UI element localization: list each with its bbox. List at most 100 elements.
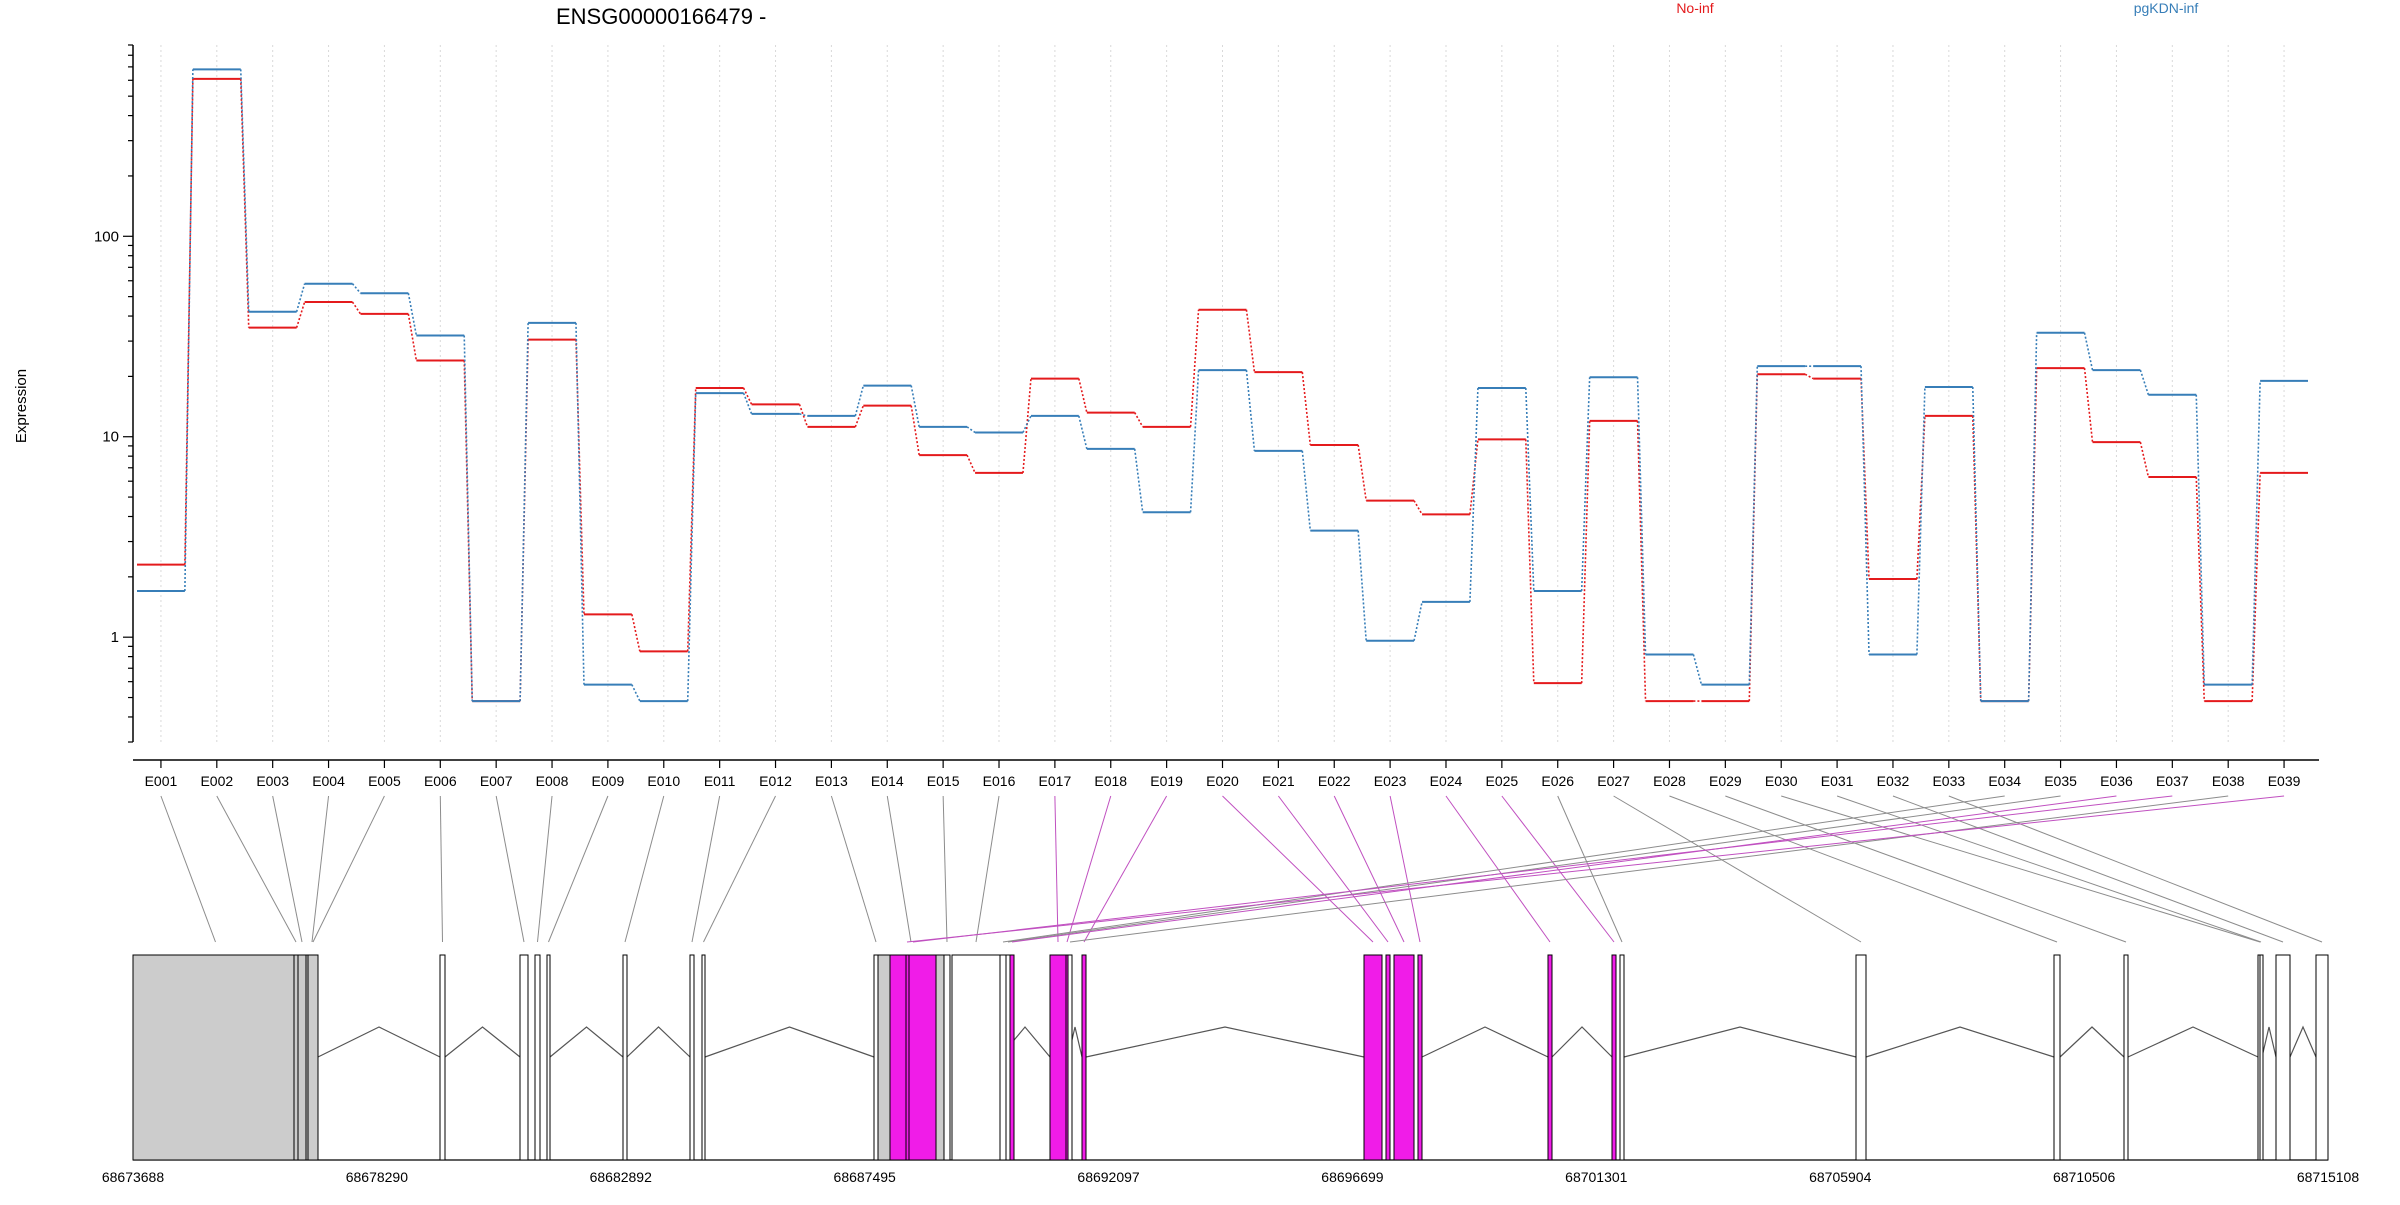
- x-tick-label: E025: [1486, 773, 1519, 789]
- x-tick-label: E022: [1318, 773, 1351, 789]
- series-transition: [2027, 332, 2038, 702]
- series-transition: [1524, 439, 1535, 684]
- series-transition: [295, 283, 306, 313]
- series-No-inf: [137, 77, 2308, 703]
- series-transition: [1133, 412, 1144, 428]
- x-tick-label: E023: [1374, 773, 1407, 789]
- y-tick-label: 10: [102, 429, 119, 446]
- intron: [2261, 1026, 2277, 1058]
- exon-connector: [1501, 795, 1615, 943]
- intron: [2059, 1026, 2125, 1058]
- x-tick-label: E038: [2212, 773, 2245, 789]
- exon-connector: [830, 795, 877, 943]
- series-transition: [910, 405, 920, 456]
- series-transition: [1245, 370, 1256, 451]
- series-transition: [2083, 368, 2094, 443]
- series-transition: [1524, 387, 1535, 592]
- x-tick-label: E031: [1821, 773, 1854, 789]
- legend-no-inf: No-inf: [1676, 0, 1713, 16]
- x-tick-label: E019: [1150, 773, 1183, 789]
- exon-box: [2275, 954, 2291, 1161]
- exon-box: [1081, 954, 1087, 1161]
- exon-box: [701, 954, 706, 1161]
- series-transition: [1971, 387, 1982, 702]
- exon-box: [1049, 954, 1067, 1161]
- x-tick-label: E006: [424, 773, 457, 789]
- series-transition: [239, 69, 250, 312]
- series-transition: [351, 283, 362, 294]
- exon-connector: [942, 795, 948, 943]
- exon-connector: [1948, 795, 2323, 943]
- x-tick-label: E034: [1988, 773, 2021, 789]
- x-tick-label: E021: [1262, 773, 1295, 789]
- exon-connector: [1725, 795, 2127, 943]
- exon-connector: [1389, 795, 1421, 943]
- series-transition: [1860, 366, 1870, 655]
- exon-connector: [906, 795, 2285, 943]
- x-tick-label: E037: [2156, 773, 2189, 789]
- x-tick-label: E009: [592, 773, 625, 789]
- series-transition: [1078, 378, 1088, 413]
- series-transition: [2195, 476, 2206, 702]
- x-tick-label: E024: [1430, 773, 1463, 789]
- exon-connector: [537, 795, 553, 943]
- x-tick-label: E001: [145, 773, 178, 789]
- series-transition: [631, 684, 641, 702]
- exon-connector: [272, 795, 303, 943]
- intron: [317, 1026, 441, 1058]
- exon-connector: [886, 795, 912, 943]
- series-transition: [1916, 387, 1926, 655]
- exon-connector: [1333, 795, 1405, 943]
- series-transition: [631, 614, 641, 652]
- series-transition: [1748, 374, 1759, 702]
- exon-box: [519, 954, 529, 1161]
- x-tick-label: E026: [1541, 773, 1574, 789]
- series-transition: [575, 322, 585, 685]
- series-transition: [1748, 366, 1759, 685]
- x-tick-label: E005: [368, 773, 401, 789]
- series-transition: [742, 387, 753, 405]
- exon-connector: [1066, 795, 1112, 943]
- series-transition: [351, 301, 362, 315]
- exon-connector: [160, 795, 216, 943]
- y-axis-label: Expression: [13, 369, 30, 443]
- series-transition: [407, 313, 418, 361]
- series-transition: [854, 385, 865, 417]
- series-transition: [184, 69, 194, 592]
- exon-box: [689, 954, 695, 1161]
- series-transition: [2139, 369, 2150, 395]
- genomic-coordinate-label: 68678290: [346, 1169, 409, 1185]
- genomic-coordinate-label: 68696699: [1321, 1169, 1384, 1185]
- exon-connector: [216, 795, 297, 943]
- series-transition: [1971, 415, 1982, 702]
- exon-box: [1363, 954, 1383, 1161]
- series-transition: [463, 335, 474, 702]
- exon-connector: [1445, 795, 1551, 943]
- x-tick-label: E011: [704, 773, 736, 789]
- series-transition: [910, 385, 920, 428]
- exon-connector: [1054, 795, 1059, 943]
- intron: [444, 1026, 521, 1058]
- x-tick-label: E030: [1765, 773, 1798, 789]
- series-transition: [1413, 500, 1423, 515]
- exon-box: [905, 954, 910, 1161]
- series-transition: [1413, 601, 1423, 641]
- exon-connector: [691, 795, 721, 943]
- exon-box: [1417, 954, 1423, 1161]
- series-transition: [1189, 370, 1200, 513]
- x-tick-label: E035: [2044, 773, 2077, 789]
- exon-box: [546, 954, 551, 1161]
- series-lines: [137, 68, 2308, 703]
- intron: [549, 1026, 624, 1058]
- exon-box: [873, 954, 879, 1161]
- series-transition: [966, 454, 976, 474]
- exon-box: [297, 954, 307, 1161]
- series-transition: [184, 78, 194, 565]
- legend-pgkdn-inf: pgKDN-inf: [2134, 0, 2199, 16]
- x-tick-label: E002: [200, 773, 233, 789]
- exon-box: [1009, 954, 1015, 1161]
- genomic-coordinate-label: 68687495: [834, 1169, 897, 1185]
- exon-box: [2315, 954, 2329, 1161]
- exon-connector: [1069, 795, 2229, 943]
